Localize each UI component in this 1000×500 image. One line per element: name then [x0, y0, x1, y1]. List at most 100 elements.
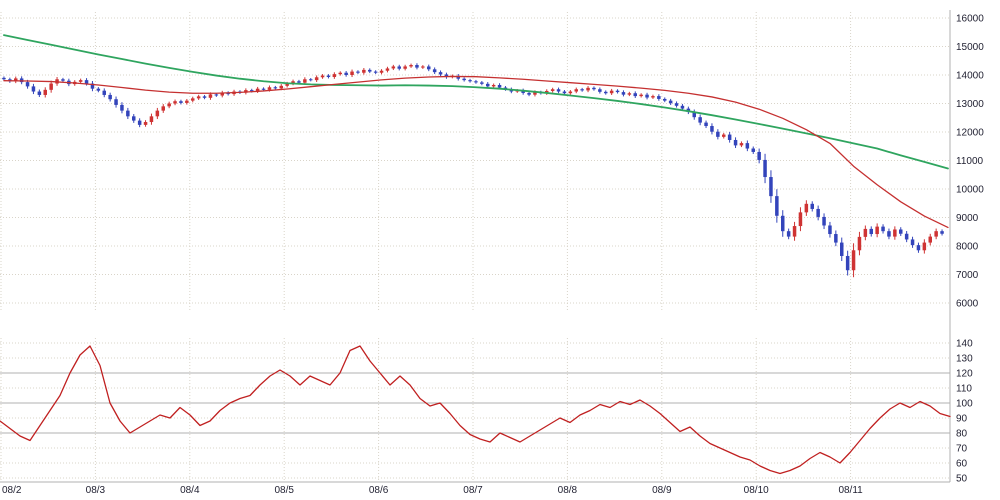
candle-body [745, 143, 750, 149]
candle-body [161, 106, 165, 111]
candle-body [828, 225, 832, 235]
candle-body [108, 94, 112, 100]
gridlines [0, 12, 950, 482]
candle-body [368, 69, 372, 72]
candle-body [769, 177, 773, 197]
candle-body [421, 66, 425, 68]
candle-body [49, 83, 53, 90]
candle-body [415, 65, 419, 68]
candle-body [840, 242, 844, 256]
candle-body [149, 116, 154, 123]
candle-body [14, 78, 18, 82]
candle-body [261, 88, 266, 90]
price-axis-tick-label: 7000 [956, 270, 979, 281]
price-axis-tick-label: 13000 [956, 99, 984, 110]
date-axis-tick-label: 08/8 [558, 485, 578, 496]
indicator-axis-tick-label: 80 [956, 429, 968, 440]
candle-body [474, 81, 478, 83]
candle-body [568, 91, 573, 94]
candle-body [810, 203, 814, 209]
oscillator-line [0, 345, 951, 475]
candle-body [934, 231, 938, 237]
candle-body [904, 233, 909, 240]
candle-body [126, 110, 130, 117]
candle-body [639, 94, 643, 97]
candle-body [409, 65, 413, 67]
candle-body [798, 212, 803, 227]
candle-body [875, 226, 879, 235]
candle-body [527, 92, 531, 95]
candle-body [781, 215, 785, 232]
indicator-axis-tick-label: 120 [956, 369, 973, 380]
candle-body [533, 92, 537, 95]
candle-body [326, 75, 331, 77]
candle-body [657, 96, 661, 99]
candle-body [385, 68, 390, 71]
candle-body [291, 81, 295, 84]
candle-body [96, 88, 101, 91]
candle-body [739, 143, 744, 146]
candle-body [922, 242, 927, 251]
candle-body [137, 120, 142, 125]
date-axis-tick-label: 08/10 [744, 485, 769, 496]
candle-body [267, 87, 272, 90]
candle-body [845, 255, 850, 271]
candle-body [297, 81, 301, 83]
candle-body [185, 100, 189, 103]
candle-body [775, 196, 779, 216]
candle-body [521, 90, 525, 93]
candle-body [893, 229, 897, 237]
candle-body [698, 117, 702, 123]
reference-lines [0, 10, 951, 483]
candle-body [320, 75, 325, 78]
candle-body [309, 79, 313, 81]
indicator-axis-tick-label: 50 [956, 474, 968, 485]
candle-body [857, 236, 862, 251]
candle-body [391, 66, 396, 69]
candle-body [792, 226, 797, 237]
candle-body [196, 96, 201, 99]
price-axis-tick-label: 14000 [956, 71, 984, 82]
candle-body [356, 71, 360, 73]
candle-body [609, 90, 614, 94]
candle-body [37, 91, 42, 95]
candle-body [362, 69, 366, 73]
candle-body [214, 94, 219, 96]
candle-body [556, 89, 561, 92]
date-axis-tick-label: 08/4 [180, 485, 200, 496]
candle-body [751, 148, 755, 152]
date-axis-tick-label: 08/3 [86, 485, 106, 496]
candle-body [851, 250, 856, 271]
candle-body [208, 94, 213, 98]
price-axis-tick-label: 11000 [956, 156, 984, 167]
candle-body [621, 92, 626, 95]
candle-body [61, 79, 65, 81]
indicator-axis-tick-label: 130 [956, 354, 973, 365]
candle-body [598, 89, 602, 92]
candle-body [668, 100, 673, 104]
candle-body [255, 88, 260, 92]
candle-body [285, 83, 289, 86]
indicator-axis-tick-label: 100 [956, 399, 973, 410]
price-axis-tick-label: 8000 [956, 242, 979, 253]
date-axis-tick-label: 08/7 [463, 485, 483, 496]
candle-body [397, 66, 401, 69]
candle-body [350, 71, 354, 75]
candle-body [887, 231, 891, 237]
candle-body [344, 72, 348, 75]
candle-body [25, 82, 30, 87]
candle-body [910, 239, 915, 246]
candle-body [314, 77, 319, 81]
candle-body [663, 98, 667, 101]
candle-body [480, 82, 484, 84]
candle-body [680, 105, 685, 109]
candle-body [332, 74, 337, 77]
candle-body [468, 80, 472, 82]
candle-body [462, 78, 466, 81]
candle-body [704, 122, 708, 127]
candle-body [486, 83, 490, 87]
candle-body [881, 226, 885, 232]
indicator-axis-tick-label: 60 [956, 459, 968, 470]
candle-body [90, 83, 95, 89]
